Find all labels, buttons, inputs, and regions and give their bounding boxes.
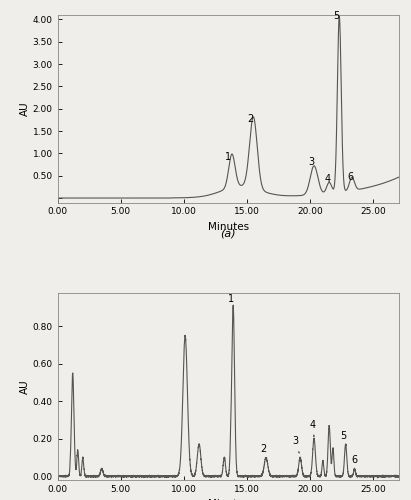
Text: 6: 6 xyxy=(351,455,358,465)
Text: 3: 3 xyxy=(308,156,314,166)
Text: 6: 6 xyxy=(348,172,354,182)
Y-axis label: AU: AU xyxy=(20,102,30,116)
X-axis label: Minutes: Minutes xyxy=(208,222,249,232)
Text: 4: 4 xyxy=(310,420,316,437)
Text: 2: 2 xyxy=(248,114,254,124)
Text: 1: 1 xyxy=(225,152,231,162)
Text: 5: 5 xyxy=(334,10,340,20)
Y-axis label: AU: AU xyxy=(20,379,30,394)
Text: (a): (a) xyxy=(220,228,236,238)
Text: 2: 2 xyxy=(260,444,267,454)
Text: 5: 5 xyxy=(340,430,346,441)
Text: 4: 4 xyxy=(325,174,331,184)
Text: 1: 1 xyxy=(228,294,234,304)
Text: 3: 3 xyxy=(292,436,299,453)
